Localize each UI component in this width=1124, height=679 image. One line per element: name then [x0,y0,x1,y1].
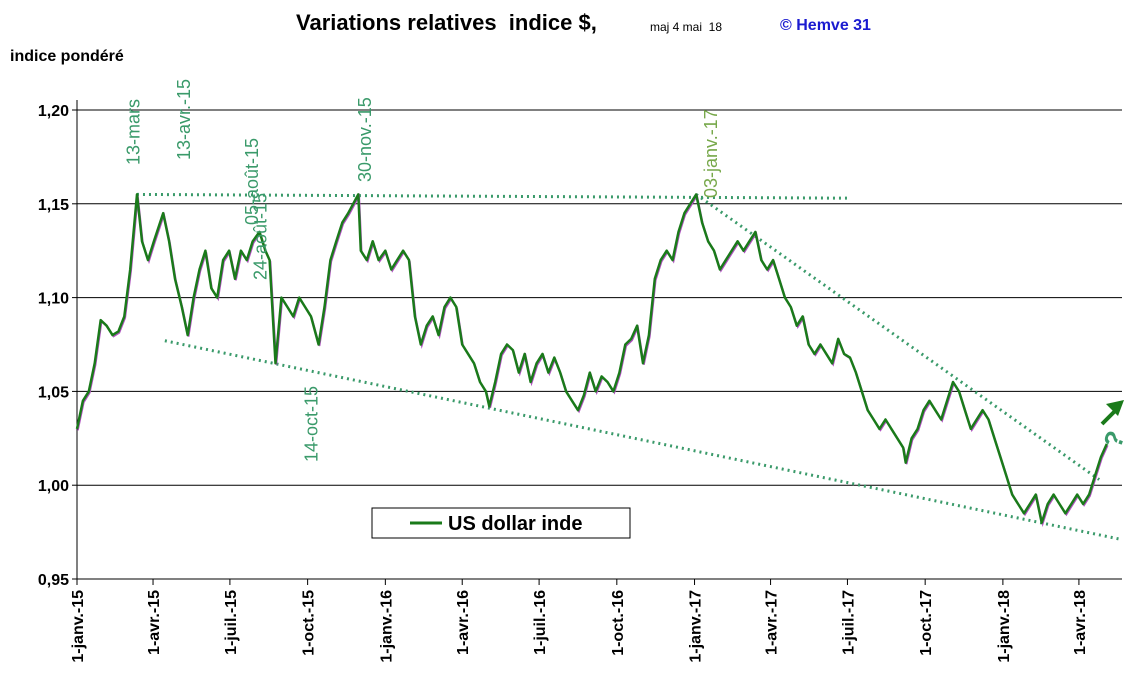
annotation: 30-nov.-15 [355,97,375,182]
x-tick-label: 1-oct.-15 [301,590,318,656]
y-tick-label: 0,95 [38,572,69,589]
annotation: 13-mars [124,99,144,165]
y-axis-label: indice pondéré [10,48,124,65]
x-tick-label: 1-avr.-17 [764,590,781,655]
x-tick-label: 1-oct.-16 [610,590,627,656]
trend-line [164,339,1123,542]
trend-line [695,193,1101,481]
x-tick-label: 1-juil.-17 [840,590,857,655]
x-tick-label: 1-janv.-18 [996,590,1013,663]
x-tick-label: 1-avr.-15 [146,590,163,655]
x-tick-label: 1-janv.-16 [378,590,395,663]
trend-line [136,192,848,200]
legend-box [371,507,631,539]
y-tick-label: 1,10 [38,291,69,308]
y-tick-label: 1,05 [38,384,69,401]
y-tick-label: 1,00 [38,478,69,495]
y-tick-label: 1,20 [38,103,69,120]
x-tick-label: 1-oct.-17 [918,590,935,656]
x-tick-label: 1-juil.-16 [532,590,549,655]
annotation: 03-janv.-17 [701,109,721,198]
legend-label: US dollar inde [448,513,582,535]
credit: © Hemve 31 [780,17,871,34]
annotation: 24-août-15 [250,193,270,280]
annotation: 05-août-15 [242,138,262,225]
chart-subtitle: maj 4 mai 18 [650,20,722,34]
annotation: 13-avr.-15 [174,79,194,160]
x-tick-label: 1-janv.-17 [688,590,705,663]
x-tick-label: 1-janv.-15 [70,590,87,663]
x-tick-label: 1-juil.-15 [223,590,240,655]
chart-title: Variations relatives indice $, [296,10,597,35]
x-tick-label: 1-avr.-18 [1072,590,1089,655]
arrow [1100,400,1124,426]
y-tick-label: 1,15 [38,197,69,214]
annotation: 14-oct-15 [301,386,321,462]
x-tick-label: 1-avr.-16 [455,590,472,655]
series-line [75,193,1108,524]
